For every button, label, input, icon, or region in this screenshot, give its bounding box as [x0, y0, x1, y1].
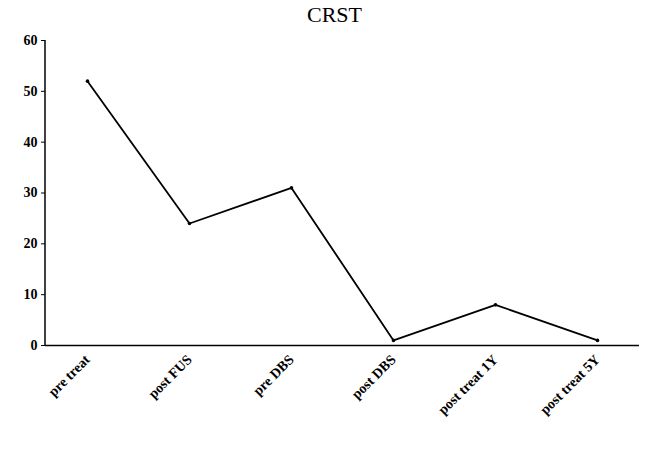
svg-text:pre DBS: pre DBS — [250, 352, 297, 399]
svg-text:0: 0 — [31, 338, 38, 353]
svg-text:60: 60 — [24, 33, 38, 48]
svg-text:post treat 1Y: post treat 1Y — [435, 352, 500, 417]
svg-text:post treat 5Y: post treat 5Y — [537, 352, 602, 417]
svg-text:pre treat: pre treat — [45, 352, 93, 400]
svg-text:post DBS: post DBS — [349, 352, 399, 402]
html-text:CRST: CRST — [307, 2, 362, 27]
svg-text:10: 10 — [24, 287, 38, 302]
svg-text:50: 50 — [24, 84, 38, 99]
svg-text:30: 30 — [24, 185, 38, 200]
svg-text:post FUS: post FUS — [145, 352, 195, 402]
svg-text:20: 20 — [24, 236, 38, 251]
svg-text:40: 40 — [24, 135, 38, 150]
